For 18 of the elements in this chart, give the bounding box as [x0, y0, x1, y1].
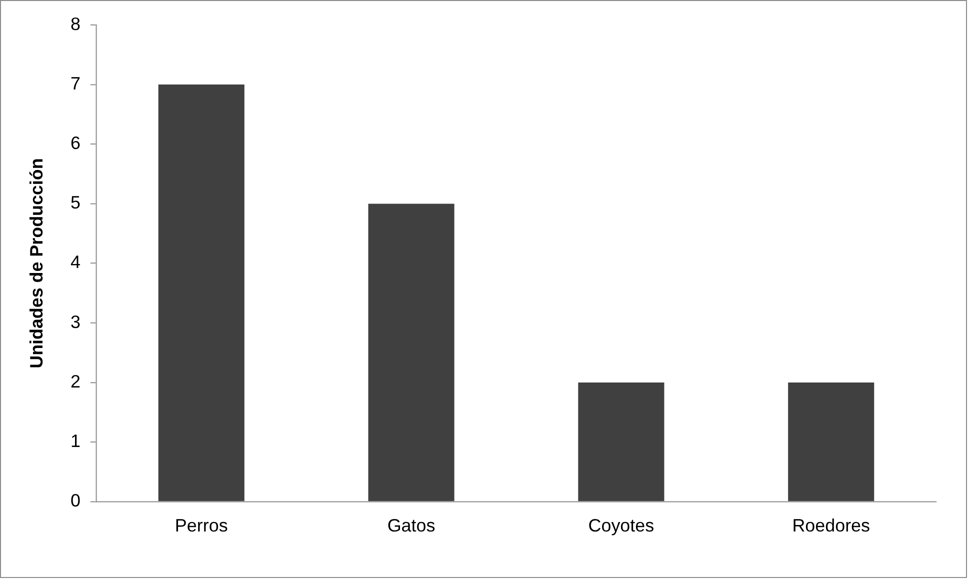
- bar: [578, 382, 664, 502]
- x-tick-label: Roedores: [792, 515, 870, 536]
- bar: [158, 84, 244, 502]
- y-tick-label: 1: [70, 431, 80, 452]
- x-tick-label: Coyotes: [588, 515, 654, 536]
- bar: [368, 204, 454, 502]
- y-tick-label: 3: [70, 312, 80, 332]
- bar: [788, 382, 874, 502]
- y-tick-label: 2: [70, 371, 80, 392]
- y-tick-label: 0: [70, 490, 80, 511]
- y-axis-title: Unidades de Producción: [26, 158, 47, 368]
- y-tick-label: 4: [70, 252, 80, 272]
- y-tick-label: 8: [70, 14, 80, 34]
- y-tick-label: 7: [70, 73, 80, 94]
- y-tick-label: 6: [70, 133, 80, 154]
- x-tick-label: Gatos: [387, 515, 436, 536]
- y-tick-label: 5: [70, 192, 80, 213]
- x-tick-label: Perros: [174, 515, 228, 536]
